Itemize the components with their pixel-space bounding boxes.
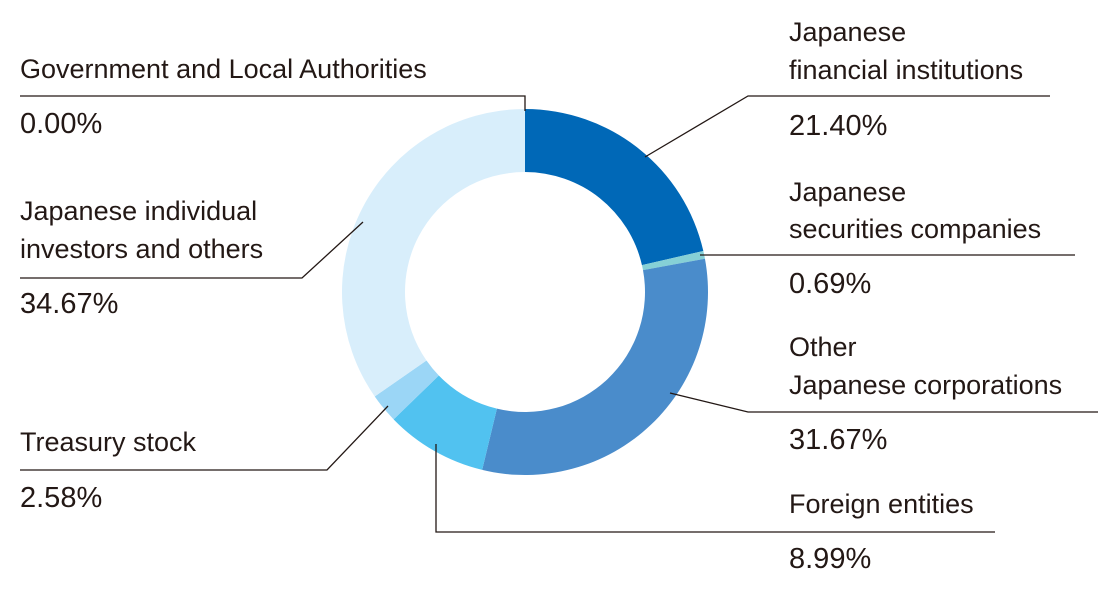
leader-line-individual [20, 221, 364, 279]
leader-line-foreign [435, 444, 995, 533]
leader-line-other-corporations [669, 392, 1098, 413]
label-foreign: Foreign entities [789, 489, 974, 519]
label-other-line2: Japanese corporations [789, 370, 1063, 400]
slice-treasury-stock [374, 360, 439, 420]
value-other: 31.67% [789, 424, 888, 456]
label-individual-line2: investors and others [20, 234, 264, 264]
value-foreign: 8.99% [789, 543, 872, 575]
value-securities: 0.69% [789, 268, 872, 300]
label-securities-line2: securities companies [789, 214, 1042, 244]
label-financial-line2: financial institutions [789, 55, 1024, 85]
leader-line-financial [644, 95, 1050, 158]
leader-line-treasury [20, 405, 389, 471]
slice-japanese-individual-investors-and-others [342, 109, 525, 397]
label-government: Government and Local Authorities [20, 54, 427, 84]
leader-line-government [20, 95, 526, 111]
label-securities-line1: Japanese [789, 177, 907, 207]
value-government: 0.00% [20, 108, 103, 140]
value-financial: 21.40% [789, 110, 888, 142]
value-individual: 34.67% [20, 288, 119, 320]
slice-japanese-financial-institutions [525, 109, 704, 266]
label-financial-line1: Japanese [789, 17, 907, 47]
value-treasury: 2.58% [20, 482, 103, 514]
label-other-line1: Other [789, 332, 857, 362]
slice-foreign-entities [393, 375, 497, 470]
slice-other-japanese-corporations [482, 258, 708, 475]
label-individual-line1: Japanese individual [20, 196, 258, 226]
label-treasury: Treasury stock [20, 427, 197, 457]
slice-japanese-securities-companies [641, 250, 705, 271]
